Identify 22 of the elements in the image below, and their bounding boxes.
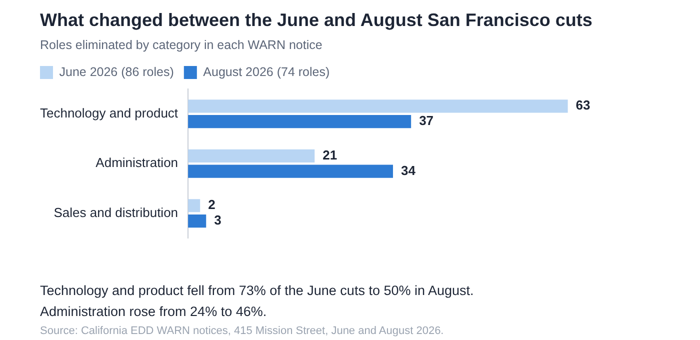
y-tick-label: Technology and product bbox=[40, 105, 178, 120]
chart-title: What changed between the June and August San Francisco cuts bbox=[40, 10, 592, 31]
bar bbox=[188, 149, 315, 162]
text: Administration rose from 24% to 46%. bbox=[40, 303, 268, 321]
bar bbox=[188, 199, 200, 212]
bar bbox=[188, 115, 412, 128]
data-label: 3 bbox=[214, 212, 222, 228]
data-label: 63 bbox=[576, 98, 590, 113]
bar bbox=[188, 214, 206, 228]
y-tick-label: Sales and distribution bbox=[54, 204, 178, 220]
data-label: 21 bbox=[322, 147, 338, 162]
data-label: 2 bbox=[208, 197, 216, 212]
data-label: 34 bbox=[400, 162, 416, 178]
bar bbox=[188, 164, 393, 178]
bar bbox=[188, 100, 568, 113]
data-label: 37 bbox=[419, 113, 434, 128]
legend-label: August 2026 (74 roles) bbox=[203, 64, 330, 79]
y-tick-label: Administration bbox=[96, 155, 178, 170]
source-note: Source: California EDD WARN notices, 415 Mission Street, June and August 2026. bbox=[40, 324, 445, 339]
text: Technology and product fell from 73% of the June cuts to 50% in August. bbox=[40, 282, 474, 300]
chart-subtitle: Roles eliminated by category in each WARN notice bbox=[40, 38, 322, 52]
legend-label: June 2026 (86 roles) bbox=[59, 64, 174, 79]
